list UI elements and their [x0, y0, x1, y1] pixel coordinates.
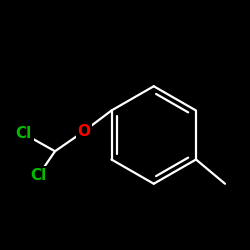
Text: Cl: Cl	[30, 168, 47, 182]
Text: O: O	[78, 124, 90, 139]
Text: Cl: Cl	[16, 126, 32, 141]
